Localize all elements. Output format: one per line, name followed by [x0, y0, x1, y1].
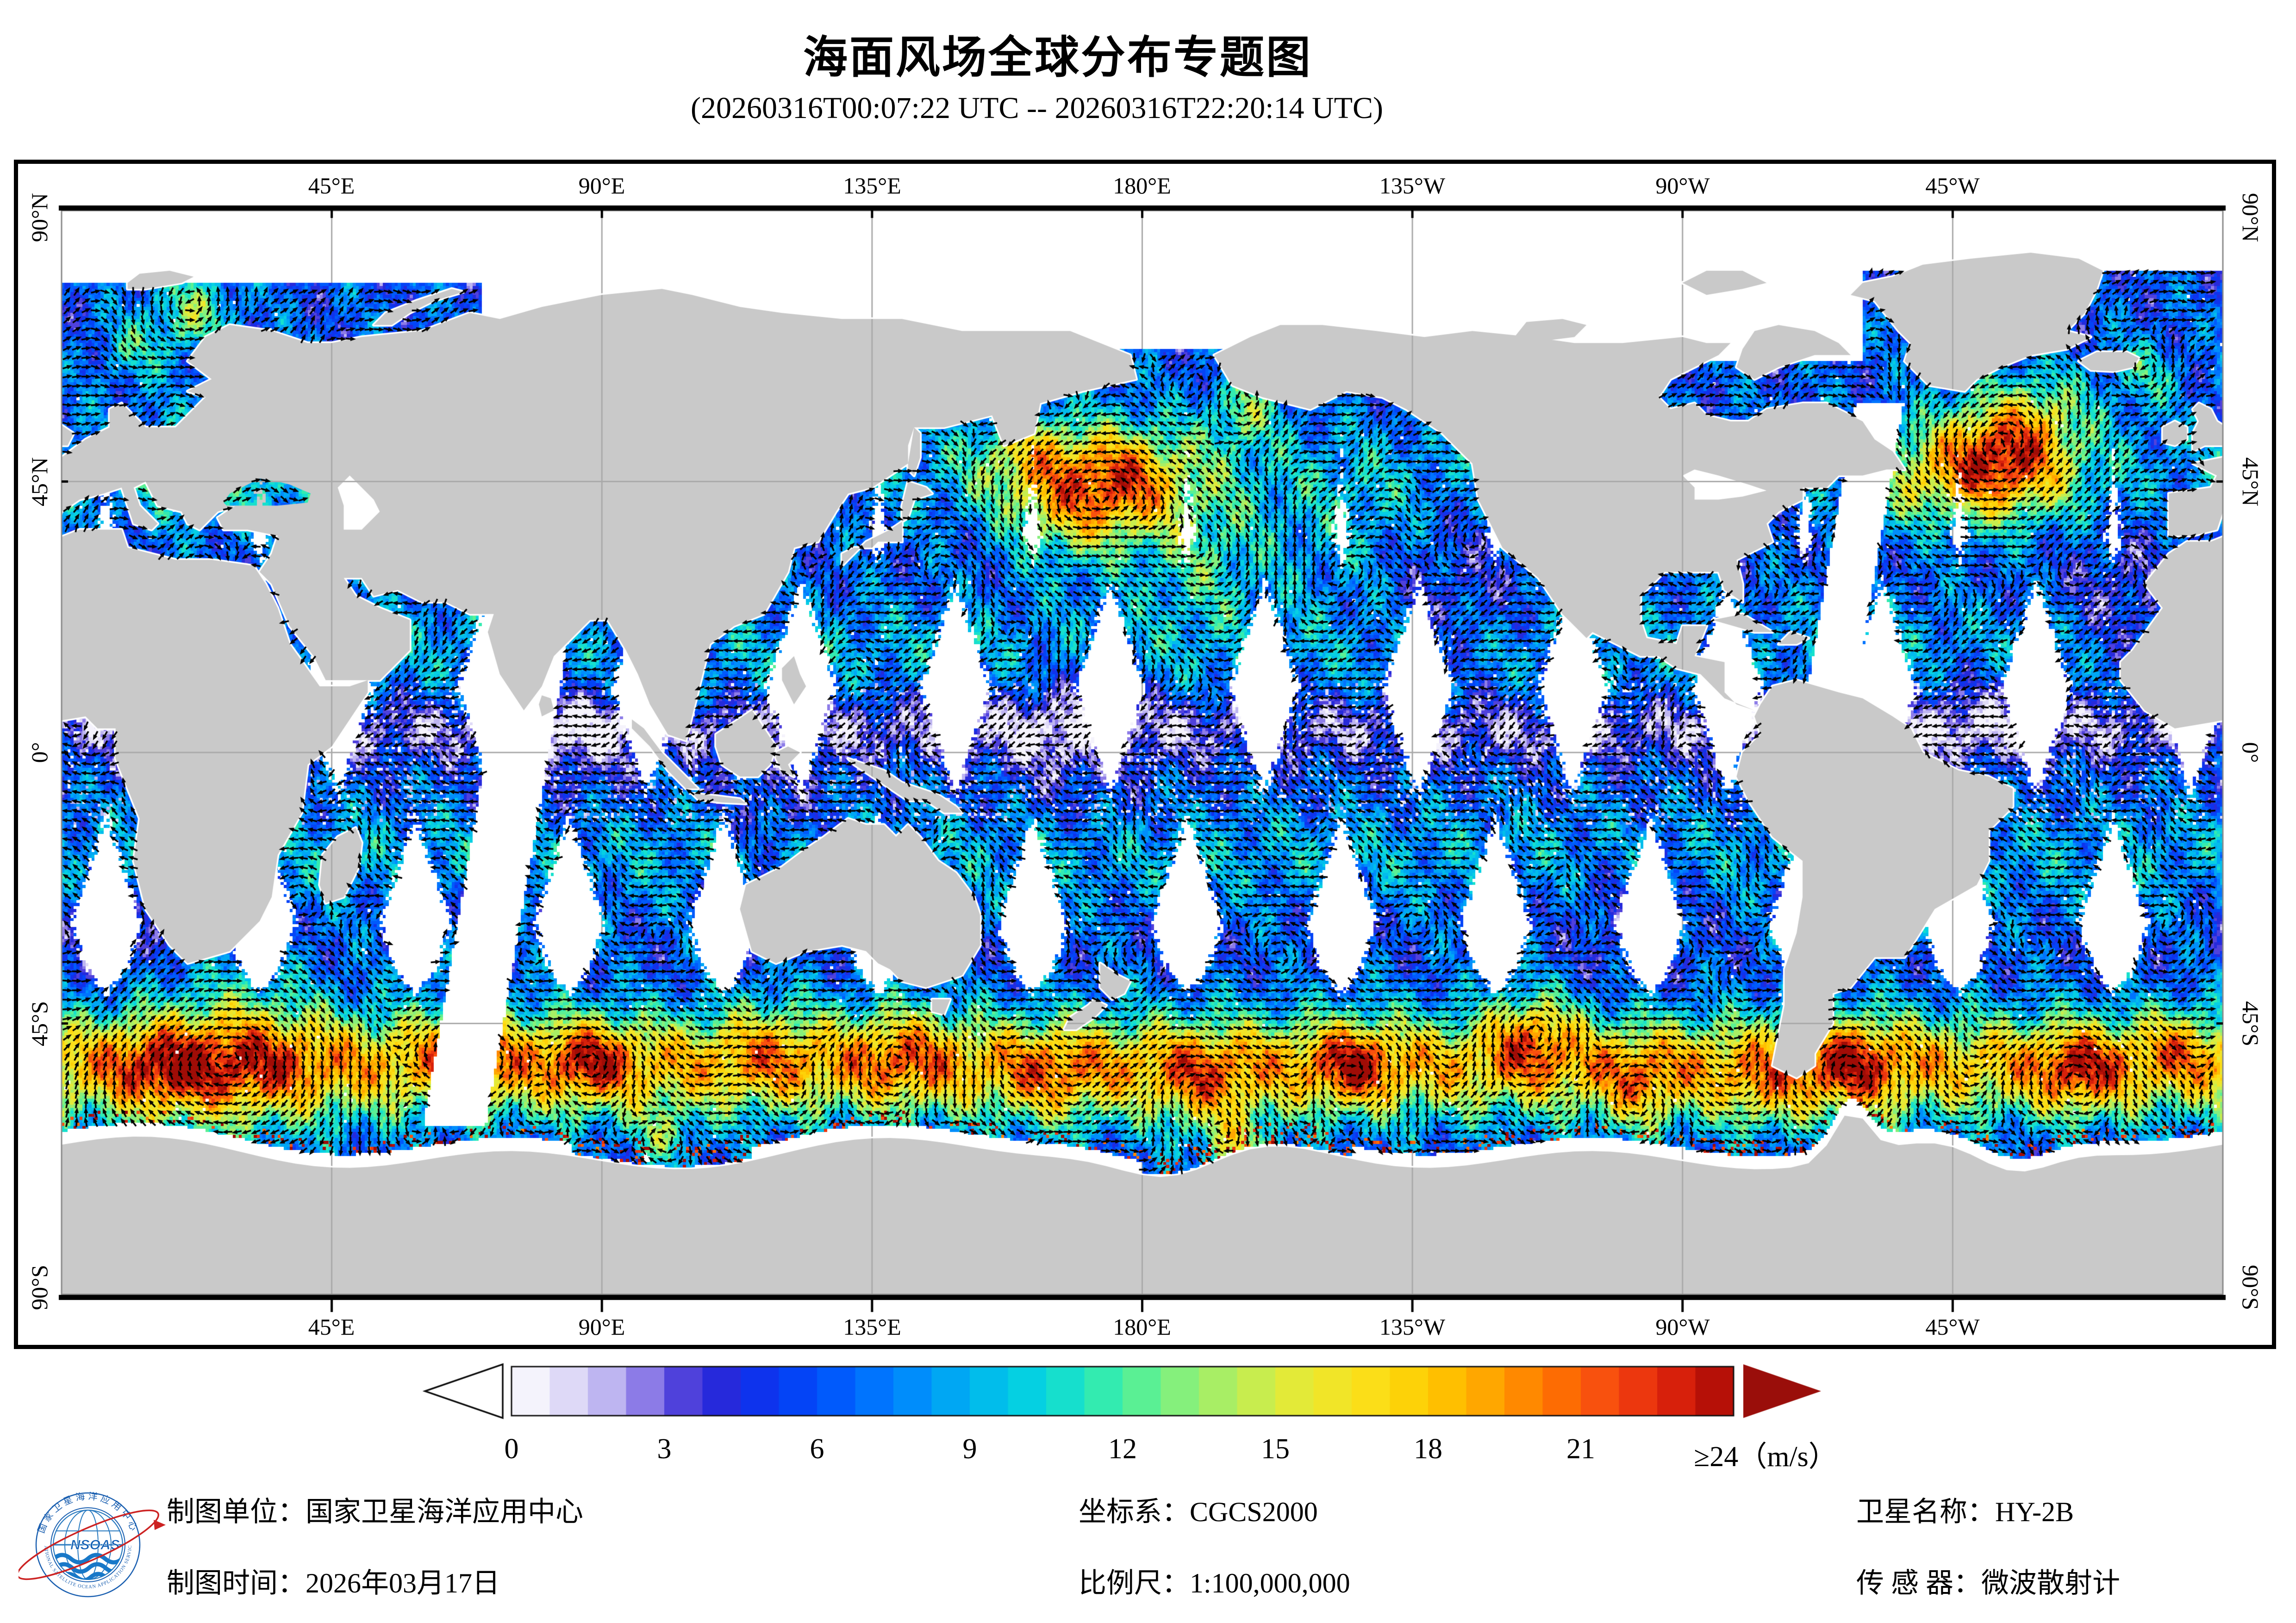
lon-label-bottom: 135°E — [843, 1314, 901, 1340]
lat-label-left: 0° — [26, 742, 52, 763]
lon-label-bottom: 90°E — [578, 1314, 625, 1340]
colorbar-tick: 21 — [1566, 1433, 1595, 1465]
lat-label-right: 45°S — [2238, 1001, 2264, 1046]
lat-label-right: 45°N — [2238, 457, 2264, 507]
footer-value: 2026年03月17日 — [306, 1568, 500, 1598]
footer-date: 制图时间：2026年03月17日 — [167, 1561, 500, 1601]
lon-label-top: 90°W — [1655, 173, 1710, 199]
lat-label-right: 90°S — [2238, 1265, 2264, 1310]
lon-label-top: 90°E — [578, 173, 625, 199]
colorbar-tick: 9 — [962, 1433, 977, 1465]
footer-label: 坐标系： — [1079, 1497, 1190, 1527]
footer-label: 制图时间： — [167, 1568, 306, 1598]
footer-coordinate-system: 坐标系：CGCS2000 — [1079, 1489, 1318, 1530]
colorbar-tick: 15 — [1261, 1433, 1290, 1465]
lon-label-top: 45°W — [1925, 173, 1980, 199]
logo-wave-icon — [53, 1562, 123, 1574]
lon-label-bottom: 45°E — [308, 1314, 355, 1340]
logo-inner-ring — [50, 1507, 125, 1582]
colorbar-tick: 6 — [810, 1433, 824, 1465]
lat-label-left: 45°S — [26, 1001, 52, 1046]
lat-label-left: 45°N — [26, 457, 52, 507]
lon-label-bottom: 45°W — [1925, 1314, 1980, 1340]
nsoas-logo-icon: 国家卫星海洋应用中心 NATIONAL SATELLITE OCEAN APPL… — [19, 1481, 166, 1598]
colorbar-tick: 3 — [657, 1433, 672, 1465]
footer-scale: 比例尺：1:100,000,000 — [1079, 1561, 1350, 1601]
lat-label-left: 90°S — [26, 1265, 52, 1310]
lat-label-right: 90°N — [2238, 193, 2264, 243]
colorbar-max-label: ≥24（m/s） — [1694, 1441, 1837, 1473]
colorbar-tick: 12 — [1108, 1433, 1137, 1465]
footer-value: 微波散射计 — [1981, 1568, 2120, 1598]
logo-orbit-icon — [19, 1509, 160, 1580]
footer-producer: 制图单位：国家卫星海洋应用中心 — [167, 1489, 583, 1530]
footer-label: 传 感 器： — [1856, 1568, 1981, 1598]
footer-value: CGCS2000 — [1190, 1497, 1318, 1527]
footer-value: 1:100,000,000 — [1190, 1568, 1350, 1598]
colorbar-tick: 0 — [504, 1433, 519, 1465]
footer-label: 比例尺： — [1079, 1568, 1190, 1598]
footer-value: HY-2B — [1995, 1497, 2074, 1527]
logo-wave-icon — [53, 1553, 123, 1565]
logo-orbit-arrow-icon — [154, 1520, 166, 1530]
footer-satellite: 卫星名称：HY-2B — [1856, 1489, 2074, 1530]
colorbar-tick: 18 — [1414, 1433, 1442, 1465]
lon-label-top: 45°E — [308, 173, 355, 199]
lat-label-right: 0° — [2238, 742, 2264, 763]
lon-label-bottom: 135°W — [1379, 1314, 1446, 1340]
footer-label: 卫星名称： — [1856, 1497, 1995, 1527]
logo-wave-icon — [59, 1572, 108, 1580]
lon-label-bottom: 90°W — [1655, 1314, 1710, 1340]
lon-label-top: 135°W — [1379, 173, 1446, 199]
footer-value: 国家卫星海洋应用中心 — [306, 1497, 583, 1527]
lon-label-top: 180°E — [1113, 173, 1171, 199]
lon-label-top: 135°E — [843, 173, 901, 199]
footer-sensor: 传 感 器：微波散射计 — [1856, 1561, 2120, 1601]
footer-label: 制图单位： — [167, 1497, 306, 1527]
lon-label-bottom: 180°E — [1113, 1314, 1171, 1340]
lat-label-left: 90°N — [26, 193, 52, 243]
